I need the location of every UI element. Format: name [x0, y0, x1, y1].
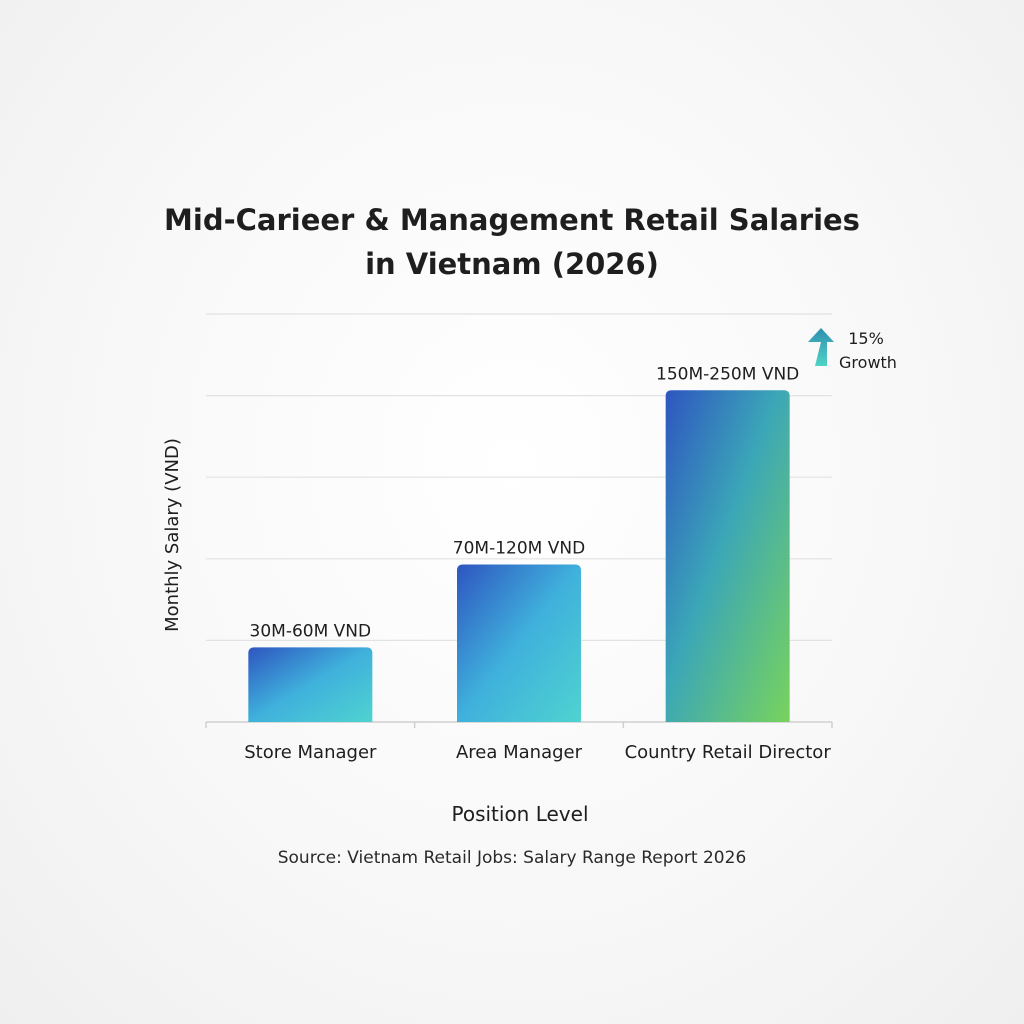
- x-tick-label: Store Manager: [244, 742, 377, 763]
- axes: [205, 721, 833, 728]
- growth-annotation-line-1: 15%: [848, 329, 884, 348]
- chart-title-line-1: Mid-Carieer & Management Retail Salaries: [164, 203, 860, 237]
- chart-title-line-2: in Vietnam (2026): [365, 247, 659, 281]
- data-label: 150M-250M VND: [656, 364, 799, 384]
- data-label: 30M-60M VND: [250, 621, 372, 641]
- bar: [665, 390, 790, 722]
- x-tick-label: Area Manager: [456, 742, 583, 763]
- x-tick-label: Country Retail Director: [625, 742, 832, 763]
- growth-annotation: 15% Growth: [808, 328, 897, 372]
- y-axis-label: Monthly Salary (VND): [162, 438, 183, 632]
- x-axis-label: Position Level: [451, 802, 588, 826]
- source-note: Source: Vietnam Retail Jobs: Salary Rang…: [277, 848, 747, 868]
- bar: [457, 564, 581, 722]
- bar: [248, 647, 373, 722]
- up-arrow-icon: [808, 328, 834, 366]
- labels: 30M-60M VND Store Manager 70M-120M VND Area…: [244, 364, 831, 763]
- growth-annotation-line-2: Growth: [839, 353, 897, 372]
- chart-title: Mid-Carieer & Management Retail Salaries…: [0, 198, 1024, 286]
- bars: [248, 390, 790, 722]
- data-label: 70M-120M VND: [453, 538, 585, 558]
